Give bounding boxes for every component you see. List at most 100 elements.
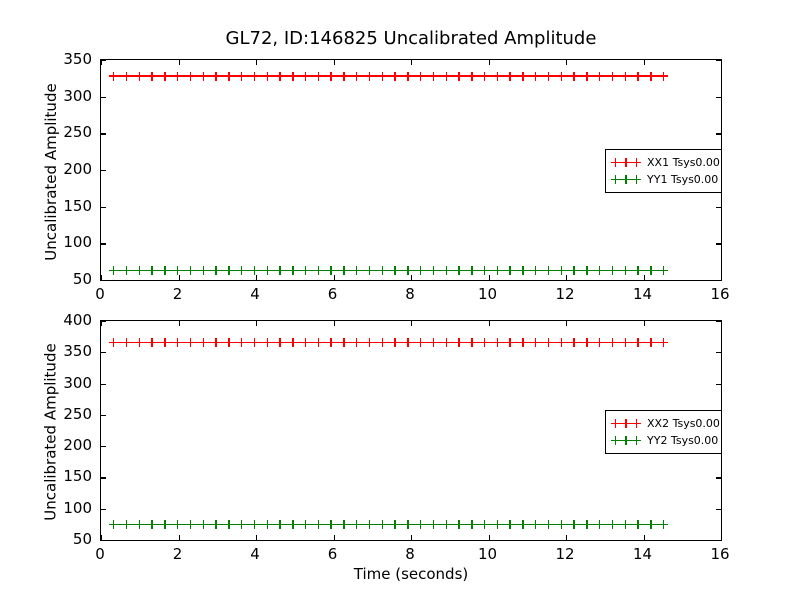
legend-color-swatch: [611, 157, 641, 168]
data-point-marker: [186, 265, 195, 275]
data-point-marker: [633, 265, 643, 275]
data-point-marker: [441, 71, 451, 81]
data-point-marker: [595, 265, 605, 275]
data-point-marker: [403, 71, 413, 81]
data-point-marker: [288, 71, 298, 81]
y-tick-label: 250: [63, 404, 92, 423]
y-tick-mark: [101, 446, 106, 448]
x-tick-mark: [566, 321, 568, 326]
y-tick-label: 200: [63, 160, 92, 178]
data-point-marker: [186, 519, 195, 529]
y-tick-mark: [101, 280, 106, 281]
data-point-marker: [173, 71, 183, 81]
data-point-marker: [595, 337, 605, 347]
data-point-marker: [134, 71, 144, 81]
data-point-marker: [531, 71, 541, 81]
legend-item[interactable]: XX2 Tsys0.00: [611, 415, 720, 432]
data-point-marker: [608, 71, 617, 81]
data-point-marker: [147, 265, 157, 275]
data-point-marker: [608, 519, 617, 529]
data-point-marker: [620, 265, 630, 275]
data-point-marker: [262, 519, 272, 529]
data-point-marker: [109, 265, 119, 275]
y-tick-mark: [716, 133, 721, 135]
x-tick-mark: [178, 321, 180, 326]
data-point-marker: [134, 265, 144, 275]
x-tick-label: 6: [327, 285, 338, 303]
x-tick-mark: [333, 321, 335, 326]
data-point-marker: [505, 71, 515, 81]
y-tick-label: 150: [63, 467, 92, 486]
x-tick-mark: [721, 60, 722, 65]
data-point-marker: [518, 265, 528, 275]
x-tick-mark: [256, 60, 258, 65]
y-tick-mark: [716, 243, 721, 245]
data-point-marker: [262, 337, 272, 347]
data-point-marker: [160, 265, 170, 275]
x-tick-label: 16: [710, 545, 730, 563]
legend-item[interactable]: YY2 Tsys0.00: [611, 432, 720, 449]
data-point-marker: [365, 519, 375, 529]
data-point-marker: [326, 71, 336, 81]
y-tick-label: 50: [72, 270, 92, 288]
data-point-marker: [198, 519, 208, 529]
data-point-marker: [109, 519, 119, 529]
data-point-marker: [134, 519, 144, 529]
x-tick-mark: [566, 535, 568, 540]
data-point-marker: [595, 71, 605, 81]
x-tick-mark: [488, 321, 490, 326]
data-point-marker: [544, 337, 554, 347]
data-point-marker: [505, 519, 515, 529]
data-point-marker: [301, 337, 311, 347]
data-point-marker: [160, 71, 170, 81]
data-point-marker: [339, 337, 349, 347]
y-tick-mark: [101, 321, 106, 323]
data-point-marker: [198, 337, 208, 347]
data-point-marker: [556, 265, 566, 275]
legend-item[interactable]: XX1 Tsys0.00: [611, 154, 720, 171]
x-tick-mark: [566, 275, 568, 280]
y-tick-mark: [716, 540, 721, 541]
data-point-marker: [608, 337, 617, 347]
data-point-marker: [403, 265, 413, 275]
legend-label: YY1 Tsys0.00: [647, 173, 719, 186]
x-tick-mark: [411, 321, 413, 326]
x-tick-mark: [643, 60, 645, 65]
series-line: [113, 523, 664, 526]
y-tick-mark: [101, 414, 106, 417]
data-point-marker: [582, 337, 592, 347]
y-tick-mark: [101, 60, 106, 62]
x-tick-mark: [256, 535, 258, 540]
data-point-marker: [313, 265, 323, 275]
data-point-marker: [122, 71, 132, 81]
y-tick-mark: [101, 477, 106, 479]
data-point-marker: [505, 265, 515, 275]
data-point-marker: [428, 265, 438, 275]
data-point-marker: [620, 71, 630, 81]
data-point-marker: [249, 265, 259, 275]
data-point-marker: [480, 265, 490, 275]
data-point-marker: [313, 519, 323, 529]
data-point-marker: [352, 71, 362, 81]
data-point-marker: [390, 265, 400, 275]
legend-item[interactable]: YY1 Tsys0.00: [611, 171, 720, 188]
data-point-marker: [505, 337, 515, 347]
x-tick-label: 4: [250, 285, 260, 303]
x-tick-label: 14: [632, 285, 653, 303]
legend-color-swatch: [611, 174, 641, 185]
x-tick-label: 8: [405, 545, 415, 563]
legend: XX2 Tsys0.00 YY2 Tsys0.00: [605, 410, 721, 454]
data-point-marker: [211, 265, 221, 275]
data-point-marker: [160, 519, 170, 529]
x-tick-mark: [643, 275, 645, 280]
data-point-marker: [403, 519, 413, 529]
data-point-marker: [211, 519, 221, 529]
data-point-marker: [352, 265, 362, 275]
x-tick-label: 10: [477, 545, 498, 563]
data-point-marker: [582, 71, 592, 81]
x-tick-mark: [488, 535, 490, 540]
data-point-marker: [377, 337, 387, 347]
legend-color-swatch: [611, 435, 641, 446]
data-point-marker: [518, 337, 528, 347]
x-tick-label: 0: [95, 285, 105, 303]
